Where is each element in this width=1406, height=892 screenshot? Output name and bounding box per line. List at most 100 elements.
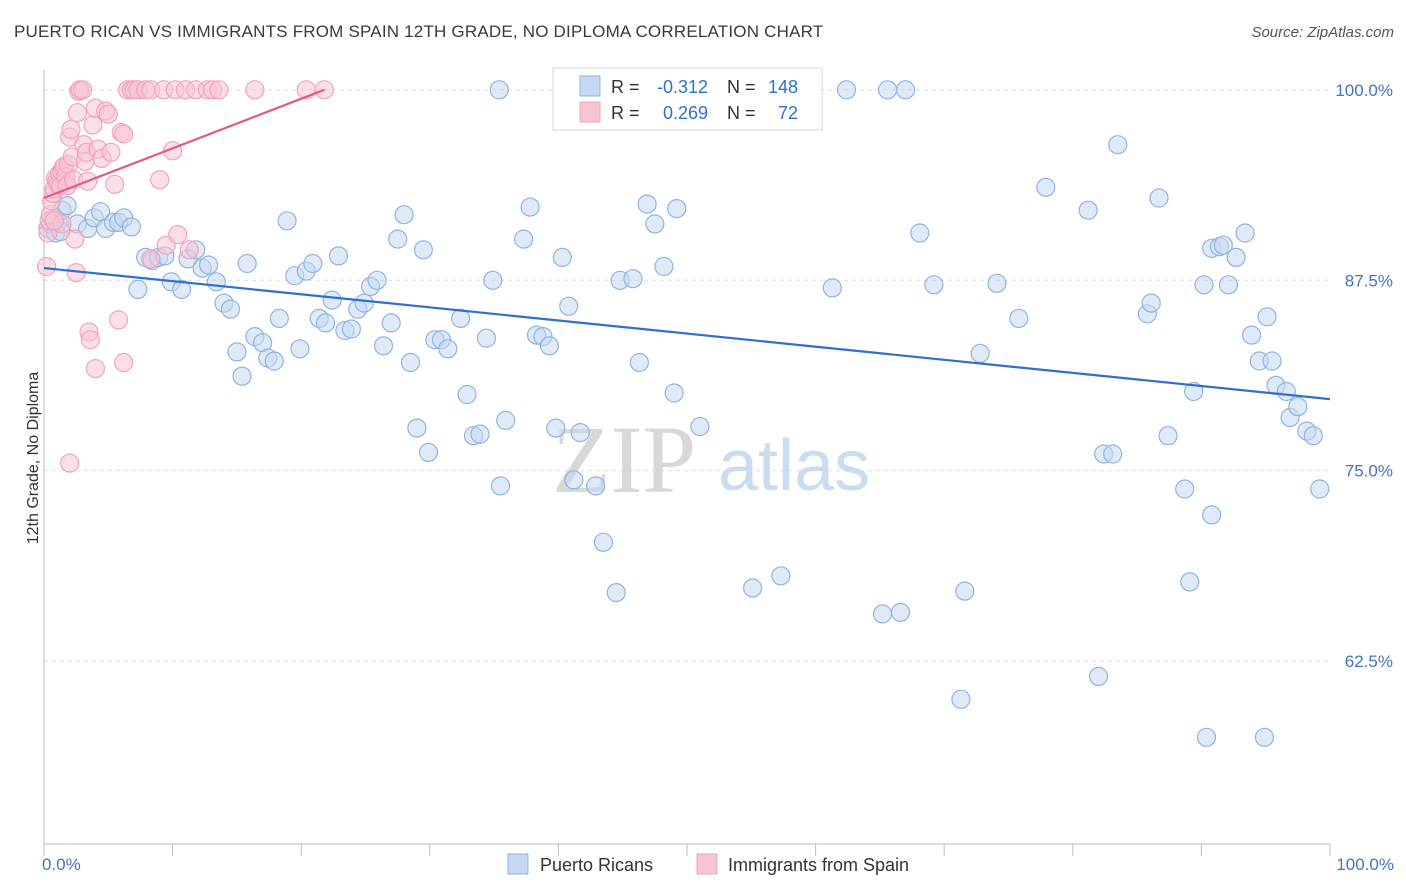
point-puerto-ricans-46 [322, 290, 342, 310]
watermark: ZIP atlas [552, 406, 870, 513]
legend-label-puerto-ricans: Puerto Ricans [540, 855, 653, 875]
legend-label-immigrants-from-spain: Immigrants from Spain [728, 855, 909, 875]
watermark-zip: ZIP [552, 406, 696, 513]
point-immigrants-from-spain-71 [44, 211, 64, 231]
y-tick-label-0: 62.5% [1345, 652, 1393, 671]
point-puerto-ricans-81 [559, 296, 579, 316]
series-puerto-ricans-points [38, 80, 1330, 747]
point-puerto-ricans-115 [1088, 666, 1109, 687]
point-puerto-ricans-119 [1149, 188, 1169, 208]
point-puerto-ricans-61 [418, 442, 439, 462]
point-immigrants-from-spain-63 [168, 225, 188, 245]
point-puerto-ricans-38 [269, 308, 289, 328]
point-puerto-ricans-57 [394, 205, 414, 225]
point-puerto-ricans-71 [490, 476, 511, 496]
point-puerto-ricans-73 [489, 80, 509, 100]
legend-swatch-immigrants-from-spain [696, 853, 718, 875]
point-puerto-ricans-85 [593, 532, 614, 552]
point-puerto-ricans-32 [232, 366, 252, 386]
trend-lines [43, 88, 1331, 401]
point-puerto-ricans-89 [629, 352, 650, 373]
point-immigrants-from-spain-67 [85, 359, 106, 379]
point-puerto-ricans-27 [199, 255, 219, 275]
point-puerto-ricans-144 [1303, 426, 1323, 446]
point-puerto-ricans-59 [407, 418, 427, 438]
point-puerto-ricans-33 [237, 253, 257, 274]
watermark-atlas: atlas [718, 426, 870, 506]
point-puerto-ricans-107 [924, 275, 944, 295]
stats-n-label-0: N = [727, 77, 756, 97]
point-puerto-ricans-114 [1078, 200, 1098, 220]
point-puerto-ricans-16 [121, 217, 141, 237]
point-immigrants-from-spain-58 [245, 80, 265, 100]
point-puerto-ricans-91 [645, 214, 665, 234]
stats-n-label-1: N = [727, 103, 756, 123]
x-tick-label-max: 100.0% [1336, 855, 1394, 874]
point-puerto-ricans-41 [290, 339, 310, 359]
legend-swatch-puerto-ricans [507, 853, 529, 875]
point-puerto-ricans-106 [910, 223, 930, 243]
point-puerto-ricans-92 [654, 256, 674, 277]
point-puerto-ricans-127 [1202, 505, 1222, 525]
point-immigrants-from-spain-69 [60, 453, 80, 473]
point-puerto-ricans-56 [388, 229, 408, 249]
point-puerto-ricans-131 [1213, 235, 1233, 255]
point-puerto-ricans-121 [1141, 293, 1161, 313]
point-puerto-ricans-31 [227, 342, 247, 362]
point-puerto-ricans-43 [303, 253, 323, 274]
point-puerto-ricans-96 [742, 578, 763, 598]
y-tick-labels: 62.5% 75.0% 87.5% 100.0% [1335, 81, 1393, 671]
point-puerto-ricans-69 [476, 328, 496, 348]
point-puerto-ricans-112 [1009, 308, 1029, 328]
point-puerto-ricans-133 [1226, 247, 1246, 267]
point-puerto-ricans-124 [1180, 572, 1200, 592]
point-immigrants-from-spain-61 [141, 249, 161, 269]
point-immigrants-from-spain-68 [114, 352, 134, 373]
point-immigrants-from-spain-34 [83, 115, 103, 135]
stats-legend-swatch-puerto-ricans [579, 75, 601, 97]
point-puerto-ricans-79 [546, 418, 566, 438]
trend-line-puerto-ricans [43, 266, 1331, 401]
series-legend: Puerto Ricans Immigrants from Spain [507, 853, 909, 875]
point-puerto-ricans-93 [664, 383, 684, 403]
point-puerto-ricans-105 [895, 80, 916, 100]
point-puerto-ricans-78 [539, 336, 560, 356]
stats-r-value-1: 0.269 [663, 103, 708, 123]
point-puerto-ricans-17 [128, 279, 148, 299]
x-tick-label-min: 0.0% [42, 855, 81, 874]
point-puerto-ricans-135 [1241, 325, 1262, 345]
point-puerto-ricans-97 [771, 566, 791, 586]
point-immigrants-from-spain-42 [108, 310, 129, 330]
point-puerto-ricans-23 [172, 279, 192, 299]
point-puerto-ricans-117 [1103, 444, 1123, 464]
point-puerto-ricans-75 [520, 197, 540, 217]
point-puerto-ricans-102 [872, 604, 893, 624]
point-puerto-ricans-104 [890, 602, 911, 623]
point-puerto-ricans-70 [483, 270, 503, 290]
point-immigrants-from-spain-57 [209, 80, 229, 100]
point-puerto-ricans-82 [564, 470, 584, 490]
point-immigrants-from-spain-65 [150, 170, 170, 190]
point-puerto-ricans-28 [206, 272, 226, 292]
point-puerto-ricans-65 [451, 308, 471, 328]
point-puerto-ricans-47 [328, 246, 349, 266]
point-puerto-ricans-109 [955, 581, 975, 601]
point-puerto-ricans-86 [606, 582, 626, 603]
point-puerto-ricans-138 [1262, 351, 1282, 371]
series-immigrants-from-spain-points [36, 80, 334, 473]
point-puerto-ricans-84 [586, 476, 606, 496]
point-immigrants-from-spain-40 [101, 142, 121, 162]
point-puerto-ricans-74 [514, 229, 534, 249]
point-immigrants-from-spain-22 [65, 229, 85, 249]
point-puerto-ricans-37 [264, 351, 284, 371]
point-puerto-ricans-83 [570, 423, 590, 443]
point-puerto-ricans-113 [1036, 177, 1056, 197]
point-immigrants-from-spain-0 [36, 256, 57, 277]
y-tick-label-2: 87.5% [1345, 271, 1393, 290]
y-tick-label-3: 100.0% [1335, 81, 1393, 100]
point-puerto-ricans-39 [277, 211, 297, 231]
point-immigrants-from-spain-24 [67, 103, 88, 123]
point-immigrants-from-spain-33 [80, 330, 100, 350]
point-immigrants-from-spain-44 [114, 124, 134, 144]
